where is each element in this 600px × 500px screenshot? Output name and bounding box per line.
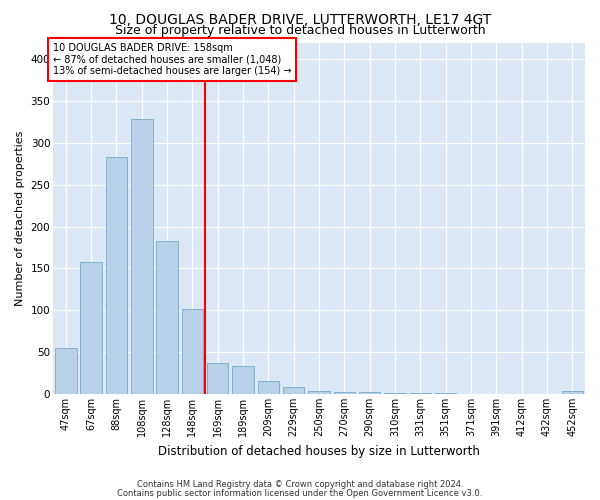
- Bar: [55, 348, 77, 394]
- Bar: [131, 120, 152, 394]
- Text: 10 DOUGLAS BADER DRIVE: 158sqm
← 87% of detached houses are smaller (1,048)
13% : 10 DOUGLAS BADER DRIVE: 158sqm ← 87% of …: [53, 42, 292, 76]
- Bar: [562, 390, 583, 394]
- Bar: [435, 393, 457, 394]
- Text: Contains HM Land Registry data © Crown copyright and database right 2024.: Contains HM Land Registry data © Crown c…: [137, 480, 463, 489]
- Y-axis label: Number of detached properties: Number of detached properties: [15, 130, 25, 306]
- Bar: [80, 262, 102, 394]
- Bar: [232, 366, 254, 394]
- Bar: [359, 392, 380, 394]
- Bar: [283, 388, 304, 394]
- Text: Size of property relative to detached houses in Lutterworth: Size of property relative to detached ho…: [115, 24, 485, 37]
- Bar: [182, 308, 203, 394]
- Bar: [207, 363, 229, 394]
- Bar: [308, 390, 330, 394]
- Bar: [157, 241, 178, 394]
- Text: Contains public sector information licensed under the Open Government Licence v3: Contains public sector information licen…: [118, 489, 482, 498]
- X-axis label: Distribution of detached houses by size in Lutterworth: Distribution of detached houses by size …: [158, 444, 480, 458]
- Bar: [257, 380, 279, 394]
- Bar: [334, 392, 355, 394]
- Bar: [384, 393, 406, 394]
- Bar: [106, 157, 127, 394]
- Text: 10, DOUGLAS BADER DRIVE, LUTTERWORTH, LE17 4GT: 10, DOUGLAS BADER DRIVE, LUTTERWORTH, LE…: [109, 12, 491, 26]
- Bar: [410, 393, 431, 394]
